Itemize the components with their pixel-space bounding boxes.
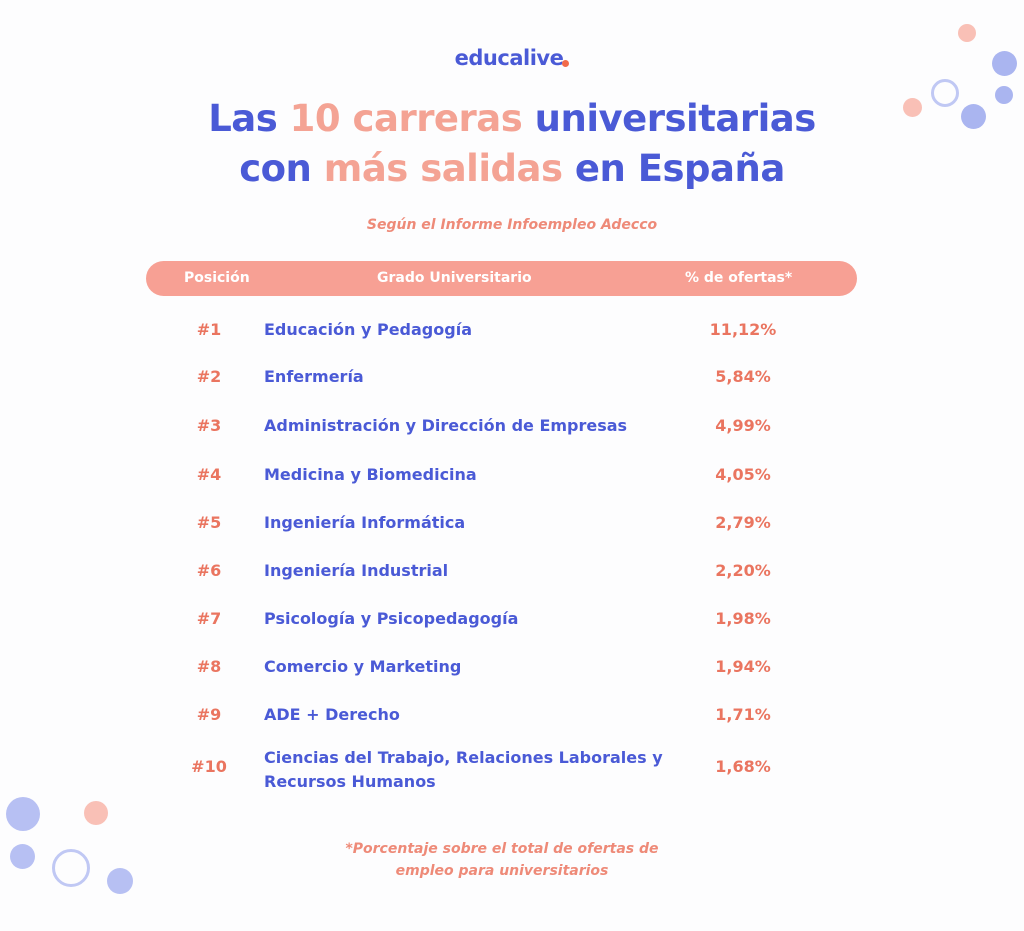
row-degree: Administración y Dirección de Empresas xyxy=(264,416,628,435)
column-header-percent: % de ofertas* xyxy=(685,270,793,286)
row-percent: 11,12% xyxy=(709,320,777,339)
subtitle: Según el Informe Infoempleo Adecco xyxy=(366,217,658,233)
educalive-logo: educalive xyxy=(0,46,1024,70)
decor-circle xyxy=(958,24,976,42)
decor-ring xyxy=(52,849,90,887)
page-title: Las 10 carreras universitarias con más s… xyxy=(0,94,1024,194)
row-percent: 4,99% xyxy=(715,416,771,435)
row-degree: ADE + Derecho xyxy=(264,705,400,724)
decor-circle xyxy=(6,797,40,831)
title-highlight: más salidas xyxy=(323,147,563,190)
footnote: *Porcentaje sobre el total de ofertas de… xyxy=(0,838,1004,882)
row-rank: #3 xyxy=(196,416,222,435)
decor-circle xyxy=(995,86,1013,104)
row-rank: #9 xyxy=(196,705,222,724)
column-header-degree: Grado Universitario xyxy=(377,270,532,286)
decor-ring xyxy=(931,79,959,107)
row-percent: 1,68% xyxy=(715,757,771,776)
row-degree: Ingeniería Industrial xyxy=(264,561,449,580)
row-degree: Medicina y Biomedicina xyxy=(264,465,477,484)
row-degree: Comercio y Marketing xyxy=(264,657,462,676)
row-percent: 4,05% xyxy=(715,465,771,484)
decor-circle xyxy=(961,104,986,129)
row-percent: 2,79% xyxy=(715,513,771,532)
decor-circle xyxy=(903,98,922,117)
row-rank: #2 xyxy=(196,367,222,386)
title-text: universitarias xyxy=(522,97,817,140)
decor-circle xyxy=(84,801,108,825)
row-percent: 1,98% xyxy=(715,609,771,628)
row-rank: #1 xyxy=(196,320,222,339)
title-highlight: 10 carreras xyxy=(289,97,523,140)
decor-circle xyxy=(992,51,1017,76)
row-rank: #7 xyxy=(196,609,222,628)
decor-circle xyxy=(10,844,35,869)
table-header: Posición Grado Universitario % de oferta… xyxy=(146,261,857,296)
row-percent: 2,20% xyxy=(715,561,771,580)
logo-text: educalive xyxy=(454,46,564,70)
row-rank: #5 xyxy=(196,513,222,532)
footnote-line: *Porcentaje sobre el total de ofertas de xyxy=(345,841,659,857)
row-degree: Ciencias del Trabajo, Relaciones Laboral… xyxy=(264,748,663,791)
row-rank: #4 xyxy=(196,465,222,484)
row-degree: Ingeniería Informática xyxy=(264,513,466,532)
decor-circle xyxy=(107,868,133,894)
row-percent: 1,71% xyxy=(715,705,771,724)
column-header-position: Posición xyxy=(184,270,250,286)
row-rank: #6 xyxy=(196,561,222,580)
title-text: con xyxy=(239,147,324,190)
title-text: en España xyxy=(562,147,785,190)
row-degree: Enfermería xyxy=(264,367,364,386)
title-text: Las xyxy=(208,97,290,140)
row-degree: Psicología y Psicopedagogía xyxy=(264,609,519,628)
row-degree: Educación y Pedagogía xyxy=(264,320,472,339)
row-percent: 1,94% xyxy=(715,657,771,676)
row-rank: #10 xyxy=(191,757,227,776)
row-percent: 5,84% xyxy=(715,367,771,386)
row-rank: #8 xyxy=(196,657,222,676)
logo-dot-icon xyxy=(562,60,570,67)
footnote-line: empleo para universitarios xyxy=(395,863,609,879)
